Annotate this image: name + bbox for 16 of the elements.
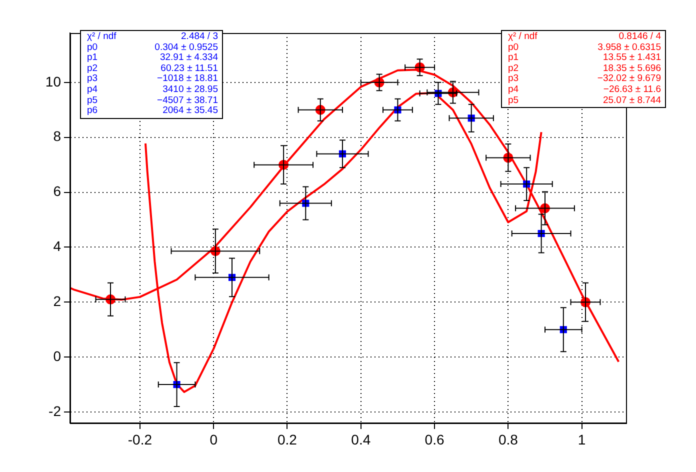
y-tick-label: 10 xyxy=(45,73,62,90)
x-tick-label: 0 xyxy=(210,431,218,448)
x-tick-label: 0.8 xyxy=(498,431,518,448)
x-tick-label: 0.4 xyxy=(351,431,371,448)
y-tick-label: -2 xyxy=(48,402,62,419)
x-tick-label: -0.2 xyxy=(128,431,152,448)
y-tick-label: 6 xyxy=(53,183,62,200)
y-tick-label: 4 xyxy=(53,238,62,254)
y-tick-label: 0 xyxy=(53,348,62,364)
x-tick-label: 1 xyxy=(578,431,586,448)
y-tick-label: 8 xyxy=(53,128,62,144)
x-tick-label: 0.6 xyxy=(424,431,444,448)
x-tick-label: 0.2 xyxy=(278,431,298,448)
text: χ² / ndf 2.484 / 3 p0 0.304 ± 0.9525 p1 32.91 ± 4.334 p2 60.23 ± 11.51 p3 −1018 ± 18.81 p4 3410 ± 28.95 p5 −4507 ± 38.71 p6 2064 ± 35.45 xyxy=(87,31,218,116)
text: χ² / ndf 0.8146 / 4 p0 3.958 ± 0.6315 p1 13.55 ± 1.431 p2 18.35 ± 5.696 p3 −32.02 ± 9.679 p4 −26.63 ± 11.6 p5 25.07 ± 8.744 xyxy=(508,31,661,106)
y-tick-label: 2 xyxy=(53,293,62,310)
